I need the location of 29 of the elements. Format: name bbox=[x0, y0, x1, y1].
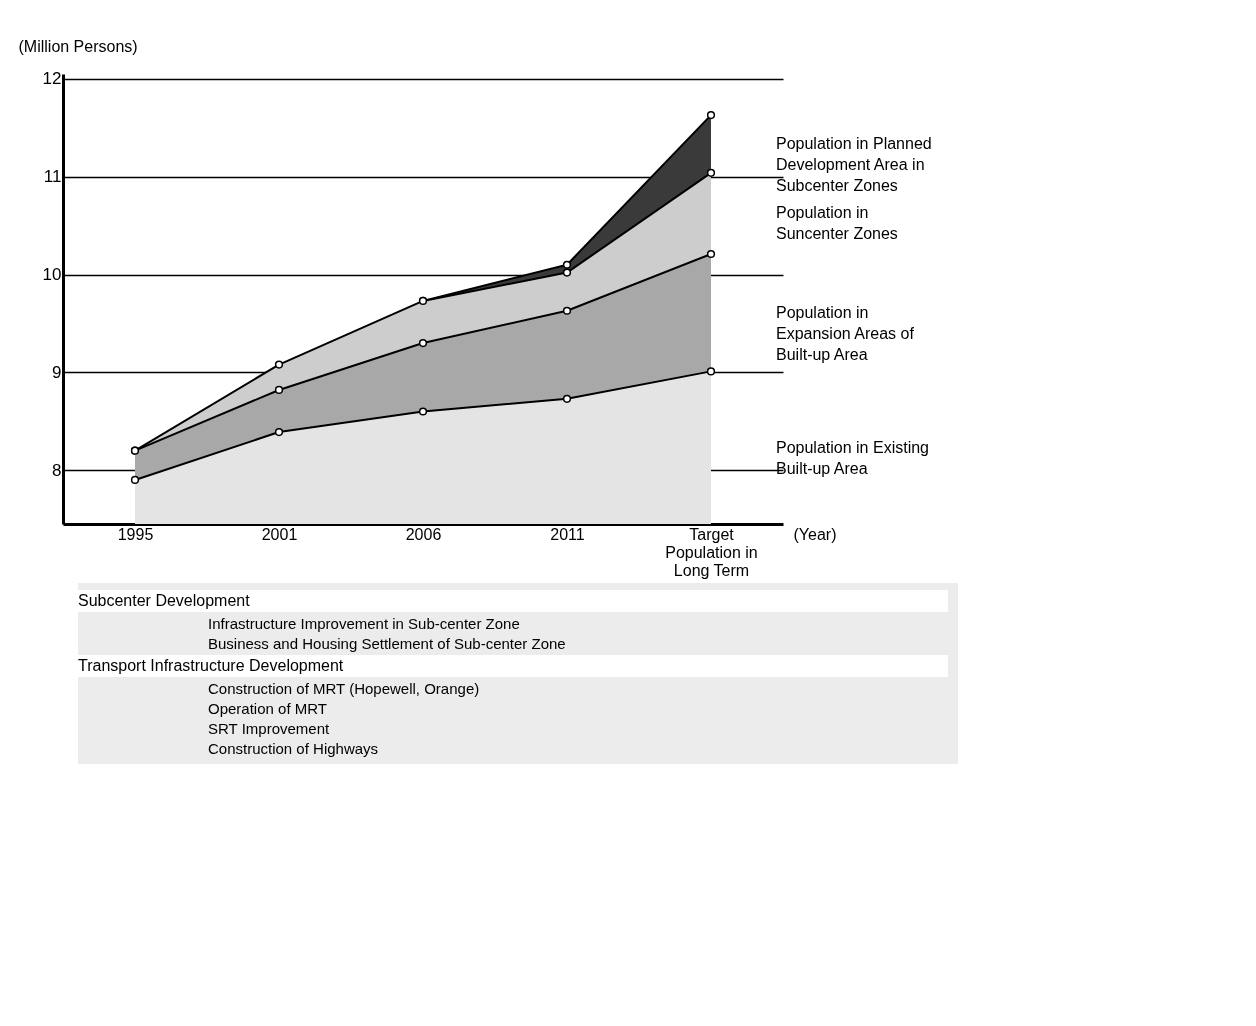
x-tick-label: 2006 bbox=[405, 525, 442, 543]
point bbox=[274, 427, 284, 437]
text: SRT Improvement bbox=[208, 720, 331, 737]
point bbox=[418, 407, 428, 416]
x-tick-label: 2011 bbox=[550, 525, 585, 543]
point bbox=[130, 475, 140, 485]
x-tick-label: Target Population in Long Term bbox=[665, 525, 758, 579]
text: Population in Suncenter Zones bbox=[776, 204, 898, 243]
x-tick-label: 2001 bbox=[261, 525, 298, 543]
y-tick-label: 9 bbox=[52, 362, 62, 382]
y-tick-label: 11 bbox=[43, 167, 62, 187]
text: Infrastructure Improvement in Sub-center Zone bbox=[208, 615, 521, 632]
text: Construction of MRT (Hopewell, Orange) bbox=[208, 680, 481, 697]
text: Business and Housing Settlement of Sub-center Zone bbox=[208, 635, 567, 652]
x-axis-title: (Year) bbox=[793, 525, 837, 543]
point bbox=[562, 394, 572, 403]
text: Subcenter Development bbox=[78, 590, 948, 612]
text: Population in Existing Built-up Area bbox=[776, 438, 929, 477]
y-tick-label: 12 bbox=[42, 69, 62, 89]
y-tick-label: 10 bbox=[42, 265, 62, 285]
text: Transport Infrastructure Development bbox=[78, 655, 948, 677]
text: Operation of MRT bbox=[208, 700, 328, 717]
y-tick-label: 8 bbox=[52, 460, 62, 480]
text: Population in Planned Development Area in Subcenter Zones bbox=[776, 134, 932, 194]
point bbox=[706, 367, 716, 376]
x-tick-label: 1995 bbox=[117, 525, 154, 543]
text: Population in Expansion Areas of Built-up Area bbox=[776, 303, 915, 363]
text: Construction of Highways bbox=[208, 740, 380, 757]
y-axis-title: (Million Persons) bbox=[18, 37, 138, 55]
